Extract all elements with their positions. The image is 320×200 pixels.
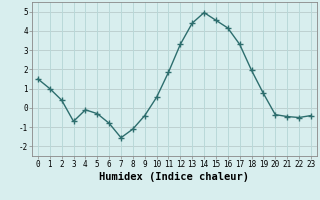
X-axis label: Humidex (Indice chaleur): Humidex (Indice chaleur) — [100, 172, 249, 182]
